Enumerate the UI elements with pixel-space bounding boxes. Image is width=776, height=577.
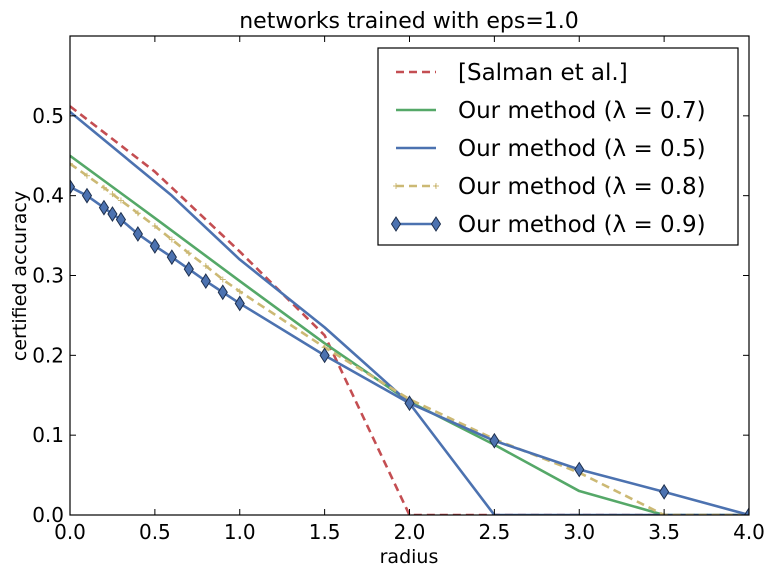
series-5-point	[200, 273, 211, 290]
series-4-point	[109, 191, 116, 198]
series-5-point	[81, 187, 93, 204]
series-5-point	[132, 226, 143, 242]
plot-frame	[69, 35, 750, 516]
legend-marker	[390, 216, 402, 232]
series-5-point	[149, 238, 160, 254]
series-5-point	[107, 206, 118, 222]
legend-item: [Salman et al.]	[396, 60, 628, 86]
series-4-point	[117, 197, 124, 204]
series-4-point	[70, 160, 73, 167]
x-tick-label: 2.0	[394, 520, 426, 544]
x-tick-label: 0.5	[139, 520, 171, 544]
series-4-point	[83, 172, 90, 179]
x-tick-label: 0.0	[54, 520, 86, 544]
series-4-point	[151, 223, 158, 230]
series-5-point	[574, 461, 585, 478]
tick-layer: 0.0 0.5 1.0 1.5 2.0 2.5 3.0 3.5 4.0 0.0 0.1 0.2 0.3 0…	[32, 36, 765, 544]
legend-item: Our method (λ = 0.5)	[396, 136, 706, 162]
y-tick-label: 0.0	[32, 503, 64, 527]
series-1	[70, 105, 749, 515]
chart-title: networks trained with eps=1.0	[239, 9, 579, 34]
series-5-point	[234, 295, 245, 312]
series-4-point	[168, 236, 175, 243]
y-axis-title: certified accuracy	[9, 191, 31, 361]
legend-label: Our method (λ = 0.5)	[458, 136, 706, 162]
legend-label: [Salman et al.]	[458, 60, 628, 86]
series-5-point	[166, 249, 177, 266]
y-tick-label: 0.1	[32, 423, 64, 447]
legend-label: Our method (λ = 0.7)	[458, 98, 706, 124]
series-5-point	[319, 347, 330, 364]
legend-item: Our method (λ = 0.8)	[393, 174, 706, 200]
legend-marker	[433, 183, 439, 189]
legend-label: Our method (λ = 0.9)	[458, 212, 706, 238]
series-1-line	[70, 105, 749, 515]
series-4-point	[202, 262, 209, 269]
x-tick-label: 3.5	[648, 520, 680, 544]
series-5-point	[115, 211, 127, 228]
x-tick-label: 1.0	[224, 520, 256, 544]
series-5-point	[70, 178, 76, 195]
series-5	[70, 178, 749, 515]
legend-label: Our method (λ = 0.8)	[458, 174, 706, 200]
series-layer	[70, 105, 749, 515]
x-tick-label: 1.5	[309, 520, 341, 544]
series-4-point	[236, 288, 243, 295]
series-5-point	[217, 284, 228, 301]
series-4-point	[185, 250, 192, 257]
x-tick-label: 4.0	[733, 520, 765, 544]
legend-item: Our method (λ = 0.7)	[396, 98, 706, 124]
series-4-point	[219, 276, 226, 283]
y-tick-label: 0.2	[32, 343, 64, 367]
y-tick-label: 0.5	[32, 104, 64, 128]
legend-marker	[430, 216, 442, 232]
x-tick-label: 3.0	[563, 520, 595, 544]
series-5-point	[489, 432, 500, 449]
series-4-point	[100, 184, 107, 191]
y-tick-label: 0.4	[32, 184, 64, 208]
legend-item: Our method (λ = 0.9)	[390, 212, 706, 238]
x-tick-label: 2.5	[478, 520, 510, 544]
legend: [Salman et al.] Our method (λ = 0.7) Our m…	[377, 47, 739, 246]
x-axis-title: radius	[380, 546, 439, 568]
series-5-point	[183, 261, 194, 278]
legend-marker	[393, 183, 399, 189]
y-tick-label: 0.3	[32, 264, 64, 288]
series-5-point	[98, 199, 110, 216]
series-5-point	[743, 507, 749, 515]
series-5-point	[659, 483, 670, 500]
legend-box	[377, 47, 739, 246]
series-5-point	[404, 395, 415, 412]
series-4-point	[134, 210, 141, 217]
